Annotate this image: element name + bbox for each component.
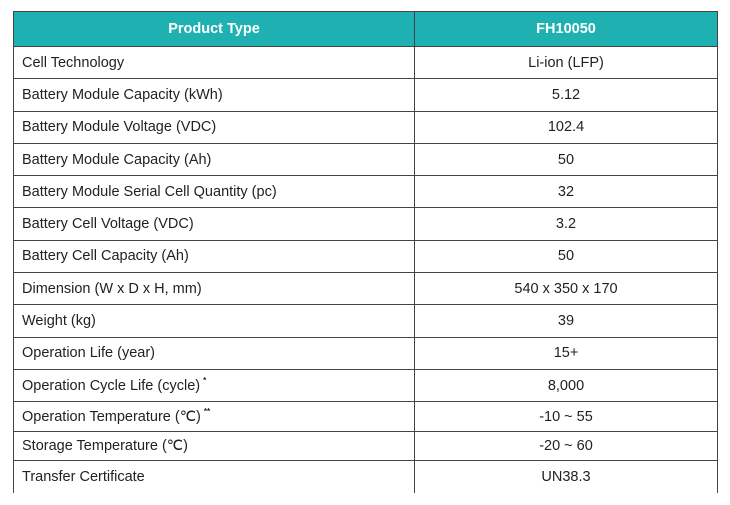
row-label: Weight (kg) bbox=[13, 304, 415, 338]
table-row: Weight (kg) 39 bbox=[13, 304, 718, 338]
row-value: 5.12 bbox=[414, 78, 718, 112]
row-label: Battery Cell Voltage (VDC) bbox=[13, 207, 415, 241]
row-label: Operation Temperature (℃) ** bbox=[13, 401, 415, 432]
row-value: 102.4 bbox=[414, 110, 718, 144]
row-label: Battery Cell Capacity (Ah) bbox=[13, 239, 415, 274]
row-value: 3.2 bbox=[414, 207, 718, 241]
row-value: -10 ~ 55 bbox=[414, 401, 718, 432]
row-value: 39 bbox=[414, 304, 718, 338]
row-value: -20 ~ 60 bbox=[414, 430, 718, 462]
row-label: Battery Module Capacity (Ah) bbox=[13, 142, 415, 177]
table-row: Battery Module Capacity (Ah) 50 bbox=[13, 142, 718, 177]
row-value: 32 bbox=[414, 175, 718, 209]
header-product-type: Product Type bbox=[13, 11, 415, 47]
table-row: Battery Module Voltage (VDC) 102.4 bbox=[13, 110, 718, 144]
table-row: Battery Cell Capacity (Ah) 50 bbox=[13, 239, 718, 274]
row-label: Dimension (W x D x H, mm) bbox=[13, 272, 415, 306]
table-row: Transfer Certificate UN38.3 bbox=[13, 460, 718, 494]
row-value: 540 x 350 x 170 bbox=[414, 272, 718, 306]
row-label: Battery Module Voltage (VDC) bbox=[13, 110, 415, 144]
row-value: 50 bbox=[414, 239, 718, 274]
row-label: Battery Module Serial Cell Quantity (pc) bbox=[13, 175, 415, 209]
table-row: Battery Cell Voltage (VDC) 3.2 bbox=[13, 207, 718, 241]
table-row: Operation Cycle Life (cycle) * 8,000 bbox=[13, 368, 718, 403]
table-header-row: Product Type FH10050 bbox=[13, 11, 718, 47]
row-value: Li-ion (LFP) bbox=[414, 45, 718, 80]
table-row: Storage Temperature (℃) -20 ~ 60 bbox=[13, 430, 718, 462]
footnote-mark: * bbox=[203, 375, 207, 385]
row-label: Operation Cycle Life (cycle) * bbox=[13, 368, 415, 403]
table-row: Operation Life (year) 15+ bbox=[13, 336, 718, 370]
row-label: Cell Technology bbox=[13, 45, 415, 80]
row-label: Storage Temperature (℃) bbox=[13, 430, 415, 462]
row-label: Operation Life (year) bbox=[13, 336, 415, 370]
table-row: Battery Module Capacity (kWh) 5.12 bbox=[13, 78, 718, 112]
table-row: Dimension (W x D x H, mm) 540 x 350 x 17… bbox=[13, 272, 718, 306]
row-value: 50 bbox=[414, 142, 718, 177]
row-value: 8,000 bbox=[414, 368, 718, 403]
table-row: Operation Temperature (℃) ** -10 ~ 55 bbox=[13, 401, 718, 432]
header-model: FH10050 bbox=[414, 11, 718, 47]
table-row: Battery Module Serial Cell Quantity (pc)… bbox=[13, 175, 718, 209]
table-row: Cell Technology Li-ion (LFP) bbox=[13, 45, 718, 80]
row-value: UN38.3 bbox=[414, 460, 718, 494]
row-label: Battery Module Capacity (kWh) bbox=[13, 78, 415, 112]
spec-table: Product Type FH10050 Cell Technology Li-… bbox=[13, 11, 718, 494]
row-value: 15+ bbox=[414, 336, 718, 370]
row-label: Transfer Certificate bbox=[13, 460, 415, 494]
footnote-mark: ** bbox=[203, 406, 211, 416]
